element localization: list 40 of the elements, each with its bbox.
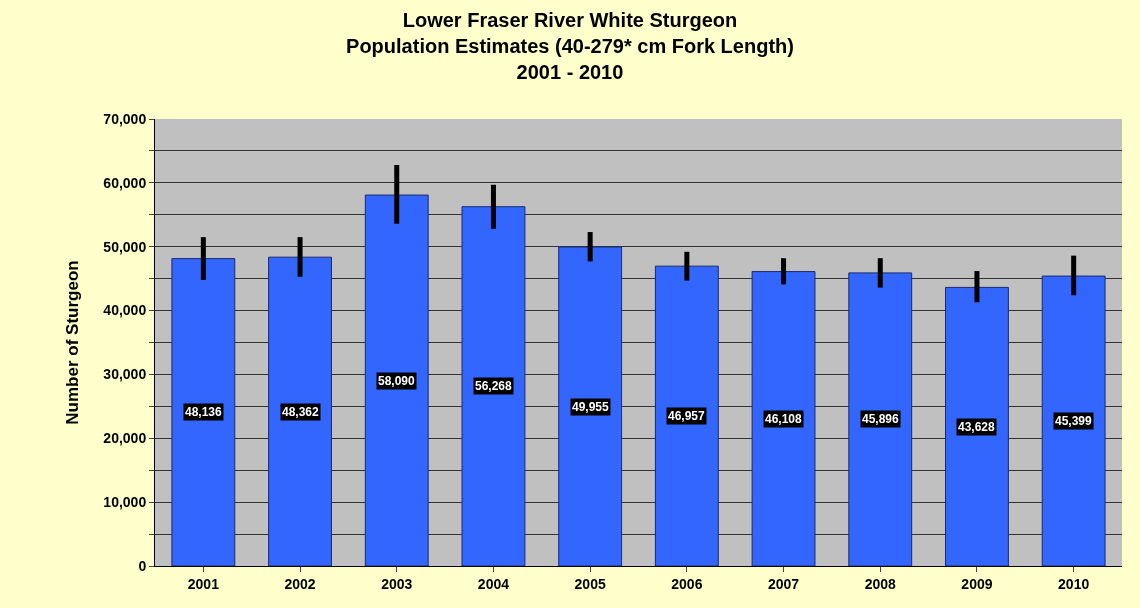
bar [848,272,913,566]
data-label: 45,896 [862,412,900,426]
bar [654,265,719,566]
x-tick-label: 2007 [767,575,800,592]
data-label: 49,955 [572,400,610,414]
y-tick-label: 70,000 [103,110,147,127]
data-label: 46,957 [668,409,706,423]
bar [945,286,1009,566]
bar [1041,275,1106,566]
y-tick-label: 30,000 [103,366,147,383]
bar [461,206,526,566]
y-tick-label: 50,000 [103,238,147,255]
data-label: 46,108 [765,412,803,426]
data-label: 58,090 [378,374,416,388]
y-tick-label: 10,000 [103,494,147,511]
bar [268,256,332,566]
x-tick-label: 2010 [1058,575,1090,592]
y-tick-label: 20,000 [103,430,147,447]
bar [751,271,816,566]
bar [364,194,429,566]
x-tick-label: 2004 [477,575,510,592]
data-label: 48,362 [282,405,320,419]
chart-title: Lower Fraser River White Sturgeon Population Estimates (40-279* cm Fork Length) 2001 - 2010 [346,9,794,84]
y-tick-label: 60,000 [103,174,147,191]
y-tick-label: 0 [138,557,147,574]
data-label: 56,268 [475,379,513,393]
x-tick-label: 2002 [284,575,316,592]
x-tick-label: 2001 [187,575,220,592]
data-label: 45,399 [1055,414,1093,428]
x-tick-label: 2005 [574,575,606,592]
bar [171,258,236,566]
x-tick-label: 2006 [671,575,703,592]
x-tick-label: 2009 [961,575,993,592]
y-tick-label: 40,000 [103,302,147,319]
data-label: 43,628 [958,420,996,434]
bar [558,246,623,566]
y-axis-title: Number of Sturgeon [62,260,82,425]
data-label: 48,136 [185,405,223,419]
x-tick-label: 2008 [864,575,897,592]
x-tick-label: 2003 [381,575,413,592]
